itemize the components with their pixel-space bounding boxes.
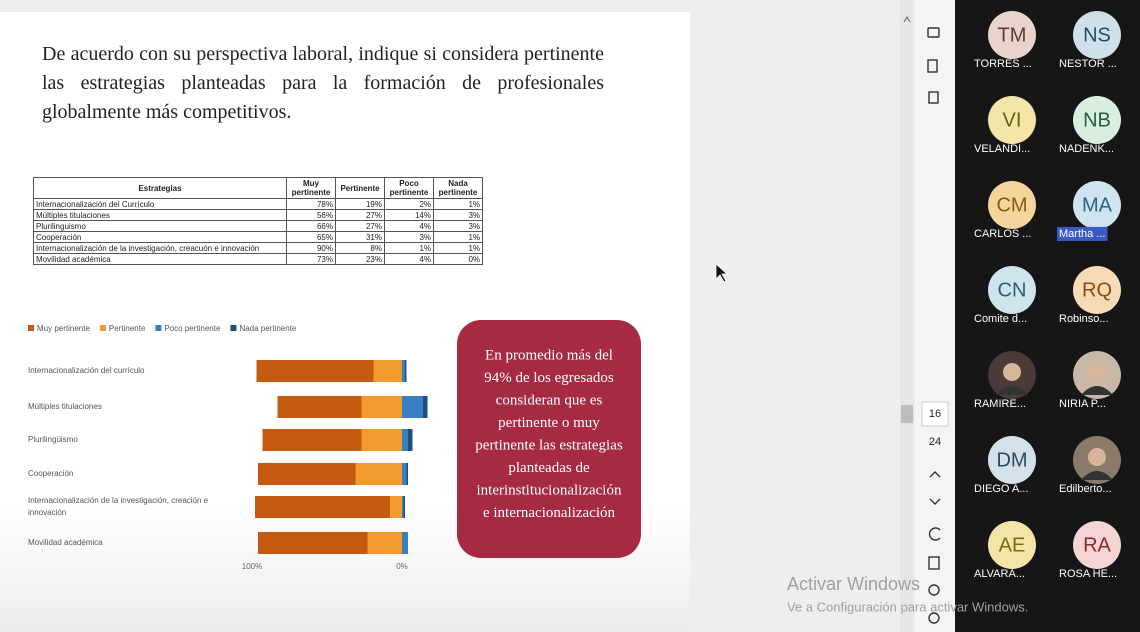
screen: De acuerdo con su perspectiva laboral, i… [0, 0, 1140, 632]
category-label: Movilidad académica [28, 538, 103, 547]
axis-tick-label: 100% [242, 562, 262, 571]
callout-line: 94% de los egresados [484, 370, 614, 386]
avatar-initials: AE [999, 534, 1026, 556]
watermark-subtitle: Ve a Configuración para activar Windows. [787, 599, 1028, 614]
bar-segment [362, 396, 403, 418]
bar-segment [258, 463, 356, 485]
avatar-initials: CN [998, 279, 1027, 301]
participant-name: VELANDI... [974, 143, 1030, 155]
avatar-photo-head [1088, 363, 1106, 381]
page-number: 16 [929, 408, 941, 420]
page-down[interactable] [930, 499, 940, 504]
avatar-initials: RQ [1082, 279, 1112, 301]
bar-segment [402, 463, 407, 485]
avatar-photo-head [1088, 448, 1106, 466]
bar-segment [405, 360, 407, 382]
callout-line: planteadas de [508, 460, 590, 476]
bar-segment [402, 532, 408, 554]
copy-icon[interactable] [929, 92, 938, 103]
zoom-in[interactable] [929, 585, 939, 595]
bar-segment [402, 429, 408, 451]
bar-segment [278, 396, 362, 418]
overlay: Muy pertinente Pertinente Poco pertinente N… [0, 0, 1140, 632]
bar-segment [423, 396, 428, 418]
bar-segment [407, 463, 409, 485]
category-label: Múltiples titulaciones [28, 402, 102, 411]
bar-segment [258, 532, 368, 554]
avatar-initials: NB [1083, 109, 1111, 131]
participant-name: TORRES ... [974, 58, 1032, 70]
participant-name: ROSA HE... [1059, 568, 1117, 580]
callout-line: En promedio más del [485, 347, 613, 363]
category-label: Cooperación [28, 469, 73, 478]
scroll-thumb[interactable] [901, 405, 913, 423]
avatar-initials: VI [1003, 109, 1022, 131]
participant-name: DIEGO A... [974, 483, 1028, 495]
legend-swatch [100, 325, 106, 331]
bar-segment [374, 360, 403, 382]
scrollbar [900, 0, 914, 632]
page-number: 24 [929, 436, 941, 448]
bar-segment [390, 496, 402, 518]
participant-name: Comite d... [974, 313, 1027, 325]
callout-line: pertinente o muy [498, 415, 600, 431]
legend-label: Muy pertinente [37, 324, 90, 333]
participant-name: NIRIA P... [1059, 398, 1106, 410]
callout-line: consideran que es [496, 392, 603, 408]
bar-segment [408, 429, 413, 451]
avatar-initials: TM [998, 24, 1027, 46]
participant-name: NESTOR ... [1059, 58, 1117, 70]
rotate-icon[interactable] [930, 528, 940, 540]
category-label: innovación [28, 508, 66, 517]
bar-segment [404, 496, 406, 518]
bar-segment [362, 429, 403, 451]
legend-label: Poco pertinente [164, 324, 221, 333]
avatar-initials: MA [1082, 194, 1113, 216]
category-label: Internacionalización del currículo [28, 366, 145, 375]
fit-icon[interactable] [929, 557, 939, 569]
participant-name: Edilberto... [1059, 483, 1112, 495]
participant-name: Robinso... [1059, 313, 1109, 325]
bar-segment [255, 496, 390, 518]
avatar-photo-head [1003, 363, 1021, 381]
bar-segment [402, 396, 423, 418]
callout-line: e internacionalización [483, 505, 616, 521]
legend-swatch [28, 325, 34, 331]
bar-segment [402, 496, 404, 518]
notes-icon[interactable] [928, 60, 937, 72]
bar-segment [263, 429, 362, 451]
legend-swatch [230, 325, 236, 331]
zoom-out[interactable] [929, 613, 939, 623]
avatar-initials: NS [1083, 24, 1111, 46]
cursor [716, 264, 727, 282]
category-label: Plurilingüismo [28, 435, 78, 444]
participant-name: NADENK... [1059, 143, 1114, 155]
chat-icon[interactable] [928, 28, 939, 37]
avatar-initials: DM [996, 449, 1027, 471]
legend-label: Pertinente [109, 324, 146, 333]
avatar-initials: CM [996, 194, 1027, 216]
legend-label: Nada pertinente [239, 324, 296, 333]
bar-segment [402, 360, 405, 382]
callout-line: pertinente las estrategias [475, 437, 623, 453]
legend-swatch [155, 325, 161, 331]
participant-name: RAMIRE... [974, 398, 1026, 410]
toolbar-icons [928, 28, 940, 623]
watermark-title: Activar Windows [787, 574, 920, 594]
callout-line: interinstitucionalización [477, 482, 622, 498]
participant-name: ALVARA... [974, 568, 1025, 580]
participant-name: Martha ... [1059, 228, 1105, 240]
page-up[interactable] [930, 472, 940, 477]
bar-segment [356, 463, 403, 485]
bar-segment [257, 360, 374, 382]
participant-name: CARLOS ... [974, 228, 1031, 240]
category-label: Internacionalización de la investigación… [28, 496, 209, 505]
bar-segment [368, 532, 403, 554]
axis-tick-label: 0% [396, 562, 408, 571]
avatar-initials: RA [1083, 534, 1111, 556]
